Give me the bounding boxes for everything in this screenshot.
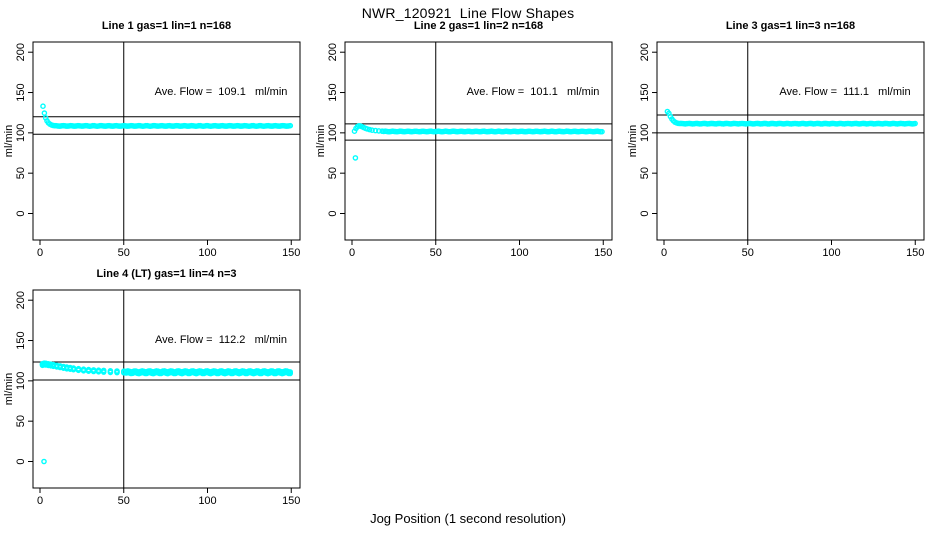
panel-3-ave-flow-annotation: Ave. Flow = 111.1 ml/min	[779, 86, 911, 98]
reference-lines	[33, 42, 300, 240]
y-tick-label: 150	[15, 331, 27, 349]
y-axis-label: ml/min	[315, 125, 327, 157]
y-tick-label: 200	[639, 43, 651, 61]
x-tick-label: 50	[118, 495, 130, 506]
panel-4-ave-flow-annotation: Ave. Flow = 112.2 ml/min	[155, 334, 287, 346]
y-axis-label: ml/min	[627, 125, 639, 157]
scatter-points	[39, 360, 294, 465]
panel-4-title: Line 4 (LT) gas=1 lin=4 n=3	[96, 268, 237, 280]
y-tick-label: 0	[15, 210, 27, 216]
y-tick-label: 0	[327, 210, 339, 216]
panel-line-2: Line 2 gas=1 lin=2 n=168 0 50 100 150 0 50 100…	[312, 18, 624, 258]
y-tick-label: 50	[15, 167, 27, 179]
x-tick-label: 100	[198, 495, 216, 506]
x-axis-label: Jog Position (1 second resolution)	[370, 511, 566, 526]
scatter-points	[664, 108, 918, 127]
chart-title: NWR_120921 Line Flow Shapes	[361, 5, 575, 21]
y-tick-label: 50	[15, 415, 27, 427]
y-axis: 0 50 100 150 200 ml/min	[3, 291, 33, 465]
x-tick-label: 150	[282, 495, 300, 506]
y-tick-label: 100	[15, 124, 27, 142]
y-tick-label: 200	[15, 291, 27, 309]
panel-2-title: Line 2 gas=1 lin=2 n=168	[413, 20, 544, 32]
x-tick-label: 100	[822, 247, 840, 258]
x-tick-label: 50	[430, 247, 442, 258]
panel-line-4: Line 4 (LT) gas=1 lin=4 n=3 0 50 100 150 0 50…	[0, 266, 312, 506]
panel-line-3: Line 3 gas=1 lin=3 n=168 0 50 100 150 0 50 100…	[624, 18, 936, 258]
scatter-points	[351, 123, 605, 161]
panel-1-plot: 0 50 100 150 0 50 100 150 200 ml/min	[3, 41, 301, 258]
y-tick-label: 0	[15, 458, 27, 464]
axis-box	[344, 41, 613, 241]
x-tick-label: 50	[742, 247, 754, 258]
y-tick-label: 200	[327, 43, 339, 61]
y-tick-label: 150	[327, 83, 339, 101]
reference-lines	[33, 290, 300, 488]
y-axis: 0 50 100 150 200 ml/min	[3, 43, 33, 217]
axis-box	[32, 289, 301, 489]
y-tick-label: 100	[327, 124, 339, 142]
y-tick-label: 100	[15, 372, 27, 390]
x-tick-label: 0	[37, 495, 43, 506]
x-tick-label: 0	[661, 247, 667, 258]
x-tick-label: 100	[198, 247, 216, 258]
reference-lines	[657, 42, 924, 240]
x-axis: 0 50 100 150	[37, 488, 300, 506]
panel-4-plot: 0 50 100 150 0 50 100 150 200 ml/min	[3, 289, 301, 506]
x-tick-label: 100	[510, 247, 528, 258]
scatter-points	[40, 103, 294, 129]
panel-3-title: Line 3 gas=1 lin=3 n=168	[725, 20, 856, 32]
y-tick-label: 50	[639, 167, 651, 179]
panel-2-ave-flow-annotation: Ave. Flow = 101.1 ml/min	[466, 86, 600, 98]
y-axis: 0 50 100 150 200 ml/min	[627, 43, 657, 217]
x-axis: 0 50 100 150	[661, 240, 924, 258]
reference-lines	[345, 42, 612, 240]
x-tick-label: 0	[349, 247, 355, 258]
y-tick-label: 0	[639, 210, 651, 216]
y-tick-label: 100	[639, 124, 651, 142]
y-tick-label: 200	[15, 43, 27, 61]
x-tick-label: 50	[118, 247, 130, 258]
axis-box	[656, 41, 925, 241]
x-tick-label: 150	[282, 247, 300, 258]
y-tick-label: 50	[327, 167, 339, 179]
x-tick-label: 150	[594, 247, 612, 258]
panel-1-ave-flow-annotation: Ave. Flow = 109.1 ml/min	[154, 86, 288, 98]
y-axis-label: ml/min	[3, 125, 15, 157]
panel-2-plot: 0 50 100 150 0 50 100 150 200 ml/min	[315, 41, 613, 258]
panel-line-1: Line 1 gas=1 lin=1 n=168 0 50 100 150 0 50 100…	[0, 18, 312, 258]
panel-1-title: Line 1 gas=1 lin=1 n=168	[101, 20, 232, 32]
axis-box	[32, 41, 301, 241]
x-tick-label: 150	[906, 247, 924, 258]
y-axis: 0 50 100 150 200 ml/min	[315, 43, 345, 217]
y-axis-label: ml/min	[3, 373, 15, 405]
y-tick-label: 150	[15, 83, 27, 101]
panel-3-plot: 0 50 100 150 0 50 100 150 200 ml/min	[627, 41, 925, 258]
y-tick-label: 150	[639, 83, 651, 101]
x-tick-label: 0	[37, 247, 43, 258]
x-axis: 0 50 100 150	[37, 240, 300, 258]
x-axis: 0 50 100 150	[349, 240, 612, 258]
